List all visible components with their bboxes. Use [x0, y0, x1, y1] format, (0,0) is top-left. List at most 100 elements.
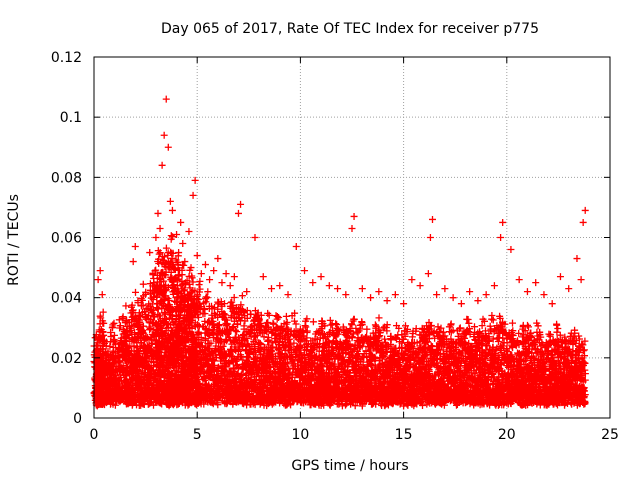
data-point	[183, 336, 191, 344]
data-point	[257, 360, 265, 368]
data-point	[505, 372, 513, 380]
data-point	[220, 354, 228, 362]
data-point	[472, 369, 480, 377]
data-point	[550, 375, 558, 383]
data-point	[488, 363, 496, 371]
data-point	[164, 321, 172, 329]
y-tick-label: 0.04	[51, 291, 82, 307]
data-point	[121, 357, 129, 365]
data-point	[104, 381, 112, 389]
data-point	[177, 218, 185, 226]
data-point	[389, 375, 397, 383]
data-point	[480, 366, 488, 374]
data-point	[428, 215, 436, 223]
data-point	[484, 369, 492, 377]
data-point	[222, 270, 230, 278]
data-point	[307, 390, 315, 398]
data-point	[338, 393, 346, 401]
data-point	[556, 273, 564, 281]
data-point	[426, 234, 434, 241]
data-point	[274, 360, 282, 368]
data-point	[447, 366, 455, 374]
data-point	[369, 399, 377, 407]
data-point	[501, 369, 509, 377]
data-point	[356, 366, 364, 374]
data-point	[439, 369, 447, 377]
data-point	[367, 294, 375, 302]
data-point	[474, 297, 482, 305]
data-point	[276, 282, 284, 290]
data-point	[111, 393, 119, 401]
data-point	[228, 348, 236, 356]
data-point	[294, 366, 302, 374]
y-tick-label: 0.02	[51, 351, 82, 367]
data-point	[344, 369, 352, 377]
data-point	[433, 291, 441, 299]
data-point	[121, 387, 129, 395]
data-point	[526, 366, 534, 374]
data-point	[187, 264, 195, 272]
data-point	[348, 363, 356, 371]
data-point	[311, 366, 319, 374]
data-point	[497, 360, 505, 368]
data-point	[206, 276, 214, 284]
data-point	[204, 390, 212, 398]
data-point	[534, 369, 542, 377]
data-point	[127, 351, 135, 359]
data-point	[443, 372, 451, 380]
data-point	[331, 369, 339, 377]
data-point	[462, 396, 470, 404]
data-point	[315, 369, 323, 377]
data-point	[193, 387, 201, 395]
data-point	[540, 291, 548, 299]
data-point	[507, 246, 515, 254]
data-point	[455, 369, 463, 377]
data-point	[369, 372, 377, 380]
data-point	[451, 393, 459, 401]
data-point	[100, 372, 108, 380]
data-point	[548, 300, 556, 308]
data-point	[232, 357, 240, 365]
data-point	[265, 393, 273, 401]
data-point	[164, 143, 172, 151]
x-axis-label: GPS time / hours	[291, 458, 408, 474]
data-point	[385, 372, 393, 380]
y-tick-label: 0.1	[60, 110, 82, 126]
data-point	[476, 372, 484, 380]
data-point	[497, 234, 505, 241]
data-point	[175, 249, 183, 257]
data-point	[422, 369, 430, 377]
data-point	[414, 372, 422, 380]
data-point	[365, 369, 373, 377]
data-point	[166, 336, 174, 344]
data-point	[234, 387, 242, 395]
data-point	[133, 348, 141, 356]
data-point	[398, 372, 406, 380]
data-point	[224, 360, 232, 368]
data-point	[168, 312, 176, 320]
data-point	[100, 390, 108, 398]
data-point	[348, 224, 356, 232]
data-point	[565, 396, 573, 404]
data-point	[158, 333, 166, 341]
data-point	[234, 209, 242, 217]
data-point	[160, 318, 168, 326]
data-point	[173, 324, 181, 332]
data-point	[162, 327, 170, 335]
data-point	[513, 396, 521, 404]
data-point	[201, 261, 209, 269]
data-point	[459, 372, 467, 380]
data-point	[255, 396, 263, 404]
data-point	[466, 288, 474, 296]
data-point	[152, 387, 160, 395]
data-point	[441, 396, 449, 404]
data-point	[193, 351, 201, 359]
data-point	[358, 285, 366, 293]
data-point	[166, 197, 174, 205]
data-point	[393, 369, 401, 377]
data-point	[286, 369, 294, 377]
data-point	[253, 357, 261, 365]
data-point	[573, 255, 581, 263]
data-point	[96, 267, 104, 275]
marker-layer	[90, 95, 589, 410]
